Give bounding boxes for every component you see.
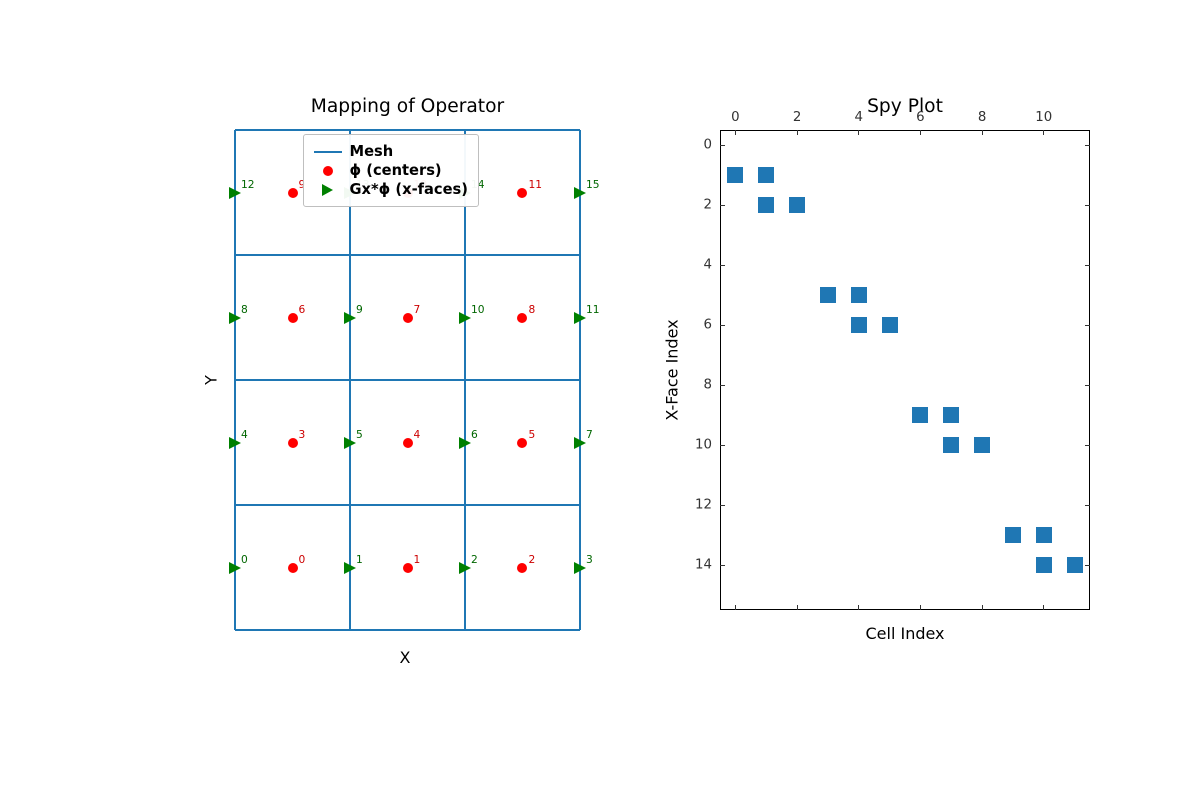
xtick-label: 2 bbox=[793, 110, 801, 125]
ytick-mark bbox=[1085, 445, 1090, 446]
ytick-mark bbox=[720, 265, 725, 266]
ytick-label: 14 bbox=[695, 558, 712, 573]
xtick-label: 0 bbox=[731, 110, 739, 125]
xtick-label: 4 bbox=[855, 110, 863, 125]
xtick-mark bbox=[797, 605, 798, 610]
ytick-label: 2 bbox=[704, 198, 712, 213]
ytick-mark bbox=[1085, 145, 1090, 146]
xtick-mark bbox=[735, 605, 736, 610]
ytick-mark bbox=[720, 505, 725, 506]
figure: Mapping of Operator X Y 0123456789101101… bbox=[0, 0, 1200, 800]
xtick-mark bbox=[858, 605, 859, 610]
ytick-label: 8 bbox=[704, 378, 712, 393]
ytick-mark bbox=[1085, 385, 1090, 386]
ytick-mark bbox=[1085, 265, 1090, 266]
xtick-label: 8 bbox=[978, 110, 986, 125]
xtick-mark bbox=[982, 130, 983, 135]
ytick-label: 0 bbox=[704, 138, 712, 153]
ytick-mark bbox=[720, 325, 725, 326]
xtick-label: 6 bbox=[916, 110, 924, 125]
xtick-mark bbox=[1043, 130, 1044, 135]
xtick-mark bbox=[982, 605, 983, 610]
ytick-mark bbox=[1085, 205, 1090, 206]
ytick-label: 12 bbox=[695, 498, 712, 513]
ytick-mark bbox=[720, 205, 725, 206]
xtick-mark bbox=[858, 130, 859, 135]
xtick-label: 10 bbox=[1035, 110, 1052, 125]
ytick-label: 4 bbox=[704, 258, 712, 273]
ytick-mark bbox=[720, 385, 725, 386]
ytick-mark bbox=[1085, 505, 1090, 506]
xtick-mark bbox=[920, 130, 921, 135]
right-panel: Spy Plot Cell Index X-Face Index 0246810… bbox=[0, 0, 1200, 800]
ytick-mark bbox=[720, 145, 725, 146]
ytick-label: 10 bbox=[695, 438, 712, 453]
xtick-mark bbox=[920, 605, 921, 610]
right-ticks: 0 2 4 6 8 10 0 2 4 6 8 10 12 14 bbox=[0, 0, 1200, 800]
ytick-mark bbox=[720, 445, 725, 446]
xtick-mark bbox=[1043, 605, 1044, 610]
ytick-mark bbox=[1085, 565, 1090, 566]
xtick-mark bbox=[735, 130, 736, 135]
ytick-mark bbox=[720, 565, 725, 566]
ytick-mark bbox=[1085, 325, 1090, 326]
xtick-mark bbox=[797, 130, 798, 135]
ytick-label: 6 bbox=[704, 318, 712, 333]
